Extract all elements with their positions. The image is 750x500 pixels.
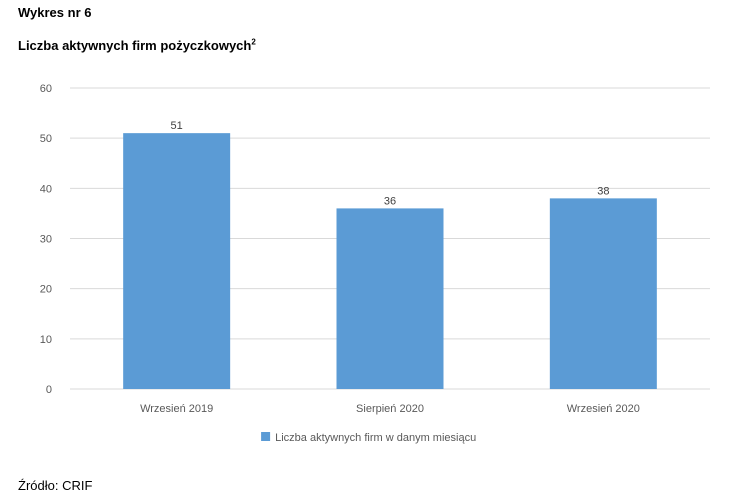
- y-axis-ticks: 0 10 20 30 40 50 60: [40, 83, 52, 396]
- bar-2: [336, 208, 444, 389]
- data-labels: 51 36 38: [171, 120, 610, 207]
- y-tick-label: 30: [40, 234, 52, 246]
- x-tick-label: Wrzesień 2019: [140, 403, 213, 415]
- bars: [123, 133, 657, 389]
- bar-3: [549, 198, 657, 389]
- legend-swatch: [261, 432, 271, 441]
- x-axis-ticks: Wrzesień 2019 Sierpień 2020 Wrzesień 2020: [140, 403, 640, 415]
- y-tick-label: 0: [46, 384, 52, 396]
- data-label: 51: [171, 120, 183, 132]
- footnote-marker: 2: [251, 37, 256, 47]
- x-tick-label: Wrzesień 2020: [567, 403, 640, 415]
- legend-label: Liczba aktywnych firm w danym miesiącu: [275, 432, 476, 444]
- chart-title: Liczba aktywnych firm pożyczkowych2: [18, 38, 256, 53]
- x-tick-label: Sierpień 2020: [356, 403, 424, 415]
- source-note: Źródło: CRIF: [18, 478, 93, 493]
- y-tick-label: 60: [40, 83, 52, 95]
- y-tick-label: 10: [40, 334, 52, 346]
- data-label: 38: [597, 185, 609, 197]
- data-label: 36: [384, 195, 396, 207]
- legend: Liczba aktywnych firm w danym miesiącu: [261, 432, 476, 444]
- y-tick-label: 20: [40, 284, 52, 296]
- chart-title-text: Liczba aktywnych firm pożyczkowych: [18, 38, 252, 53]
- y-tick-label: 50: [40, 133, 52, 145]
- chart-number-label: Wykres nr 6: [18, 5, 92, 20]
- y-tick-label: 40: [40, 183, 52, 195]
- bar-chart: 0 10 20 30 40 50 60 51 36 38 Wrzesień 2019 Sierpi…: [40, 83, 710, 444]
- bar-1: [123, 133, 231, 389]
